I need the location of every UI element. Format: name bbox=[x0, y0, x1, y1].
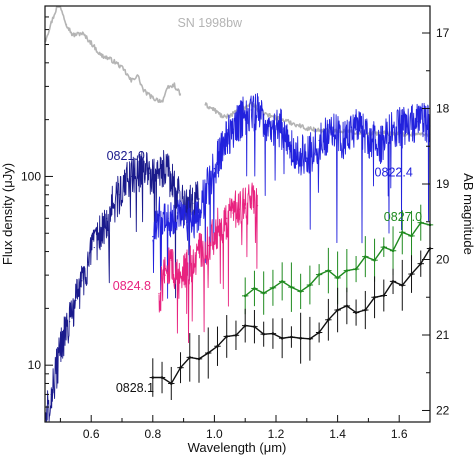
x-tick-label: 1.4 bbox=[329, 427, 346, 441]
x-axis-title: Wavelength (μm) bbox=[188, 440, 287, 455]
data-point bbox=[364, 308, 367, 312]
plot-frame bbox=[44, 5, 431, 423]
data-point bbox=[206, 351, 210, 355]
data-point bbox=[308, 283, 312, 287]
data-point bbox=[354, 311, 358, 314]
series-label: 0824.8 bbox=[113, 279, 151, 293]
x-tick-label: 0.6 bbox=[83, 427, 100, 441]
data-point bbox=[179, 366, 182, 369]
data-point bbox=[280, 280, 284, 283]
data-point bbox=[373, 295, 376, 299]
data-point bbox=[243, 324, 247, 327]
y-tick-label: 100 bbox=[21, 169, 41, 183]
series-label: 0828.1 bbox=[116, 381, 154, 395]
x-tick-label: 1.6 bbox=[391, 427, 408, 441]
data-point bbox=[253, 325, 256, 328]
data-point bbox=[382, 294, 386, 297]
x-tick-label: 0.8 bbox=[144, 427, 161, 441]
series-label: 0821.0 bbox=[107, 149, 145, 163]
data-point bbox=[400, 230, 404, 234]
data-point bbox=[382, 245, 386, 249]
data-point bbox=[391, 249, 395, 253]
y2-tick-label: 17 bbox=[436, 26, 450, 40]
data-point bbox=[299, 290, 302, 293]
data-point bbox=[160, 376, 164, 379]
y2-tick-label: 21 bbox=[436, 328, 450, 342]
x-tick-label: 1.2 bbox=[268, 427, 285, 441]
data-point bbox=[262, 332, 265, 336]
data-point bbox=[271, 332, 275, 335]
data-point bbox=[299, 336, 302, 340]
data-point bbox=[373, 258, 376, 262]
spectrum-line bbox=[44, 6, 182, 103]
series-0824-8 bbox=[158, 182, 259, 344]
spectrum-line bbox=[44, 149, 200, 422]
data-point bbox=[317, 273, 321, 276]
series-0827-0 bbox=[242, 204, 434, 315]
y-axis-title: Flux density (μJy) bbox=[0, 163, 15, 265]
data-point bbox=[280, 336, 284, 340]
data-point bbox=[216, 344, 219, 348]
data-point bbox=[243, 294, 247, 298]
data-point bbox=[223, 117, 225, 119]
y2-tick-label: 18 bbox=[436, 102, 450, 116]
data-point bbox=[345, 304, 349, 308]
y2-tick-label: 20 bbox=[436, 252, 450, 266]
data-point bbox=[327, 318, 330, 322]
y-tick-label: 10 bbox=[28, 358, 42, 372]
data-point bbox=[158, 292, 160, 295]
data-point bbox=[151, 376, 155, 379]
series-sn-1998bw bbox=[44, 6, 182, 103]
y2-tick-label: 19 bbox=[436, 177, 450, 191]
data-point bbox=[410, 234, 413, 238]
data-point bbox=[197, 357, 201, 361]
data-point bbox=[336, 276, 339, 280]
data-point bbox=[354, 267, 358, 271]
data-point bbox=[336, 308, 339, 312]
data-point bbox=[364, 255, 367, 258]
data-point bbox=[234, 333, 238, 337]
data-point bbox=[410, 272, 413, 276]
axis-layer: 0.6 0.8 1.0 1.2 1.4 1.6 10 100 17 18 19 20 21 22 bbox=[21, 5, 450, 441]
data-point bbox=[327, 269, 330, 272]
series-label: 0822.4 bbox=[375, 165, 413, 179]
secondary-y-axis-title: AB magnitude bbox=[461, 173, 474, 255]
data-point bbox=[308, 337, 312, 341]
data-point bbox=[391, 280, 395, 283]
data-point bbox=[225, 335, 229, 338]
data-point bbox=[188, 356, 192, 359]
spectrum-line bbox=[158, 182, 258, 344]
data-point bbox=[400, 284, 404, 287]
spectrum-line bbox=[152, 93, 431, 299]
data-point bbox=[290, 335, 293, 339]
data-point bbox=[271, 286, 275, 290]
data-point bbox=[419, 262, 423, 265]
series-0822-4 bbox=[152, 93, 431, 299]
y2-tick-label: 22 bbox=[436, 403, 450, 417]
series-label: SN 1998bw bbox=[177, 16, 243, 30]
data-point bbox=[152, 236, 154, 238]
data-point bbox=[93, 246, 95, 249]
annotation-layer: SN 1998bw 0821.0 0822.4 0824.8 0827.0 0828.1 bbox=[107, 16, 422, 395]
series-label: 0827.0 bbox=[384, 210, 422, 224]
data-point bbox=[169, 382, 173, 385]
data-point bbox=[253, 287, 256, 290]
data-point bbox=[290, 285, 293, 289]
data-point bbox=[419, 221, 423, 224]
series-layer bbox=[44, 6, 434, 422]
data-point bbox=[213, 168, 215, 170]
x-tick-label: 1.0 bbox=[206, 427, 223, 441]
data-point bbox=[262, 291, 265, 295]
series-0828-1 bbox=[149, 235, 434, 400]
data-point bbox=[345, 269, 349, 272]
data-point bbox=[317, 331, 321, 334]
